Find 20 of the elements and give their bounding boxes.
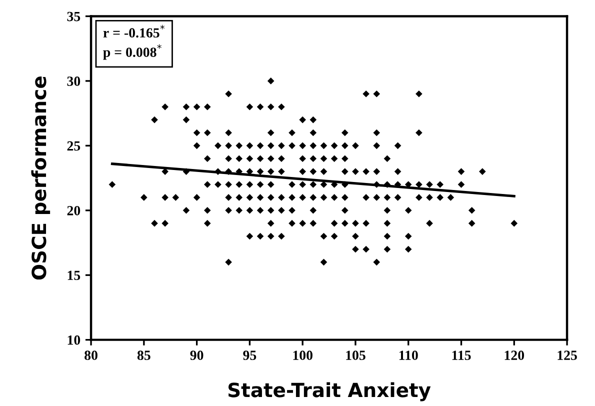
x-tick-label: 100 [293,350,312,360]
y-tick-label: 35 [67,12,80,22]
x-tick-label: 95 [243,350,256,360]
x-tick-label: 80 [84,350,98,360]
x-tick-label: 90 [190,350,204,360]
y-tick-label: 30 [67,76,80,86]
x-tick-label: 105 [346,350,366,360]
x-tick-label: 120 [504,350,524,360]
y-tick-label: 20 [67,206,80,216]
annotation: r = -0.165$^{*}$ [103,24,165,38]
y-tick-label: 15 [68,270,80,280]
y-tick-label: 25 [67,141,80,151]
x-tick-label: 85 [137,350,150,360]
x-tick-label: 110 [399,350,418,360]
x-axis-title: State-Trait Anxiety [228,382,431,402]
y-tick-label: 10 [68,335,80,345]
x-tick-label: 115 [452,350,471,360]
y-axis-title: OSCE performance [31,76,50,280]
annotation: p = 0.008$^{*}$ [103,44,162,60]
x-tick-label: 125 [558,350,577,360]
